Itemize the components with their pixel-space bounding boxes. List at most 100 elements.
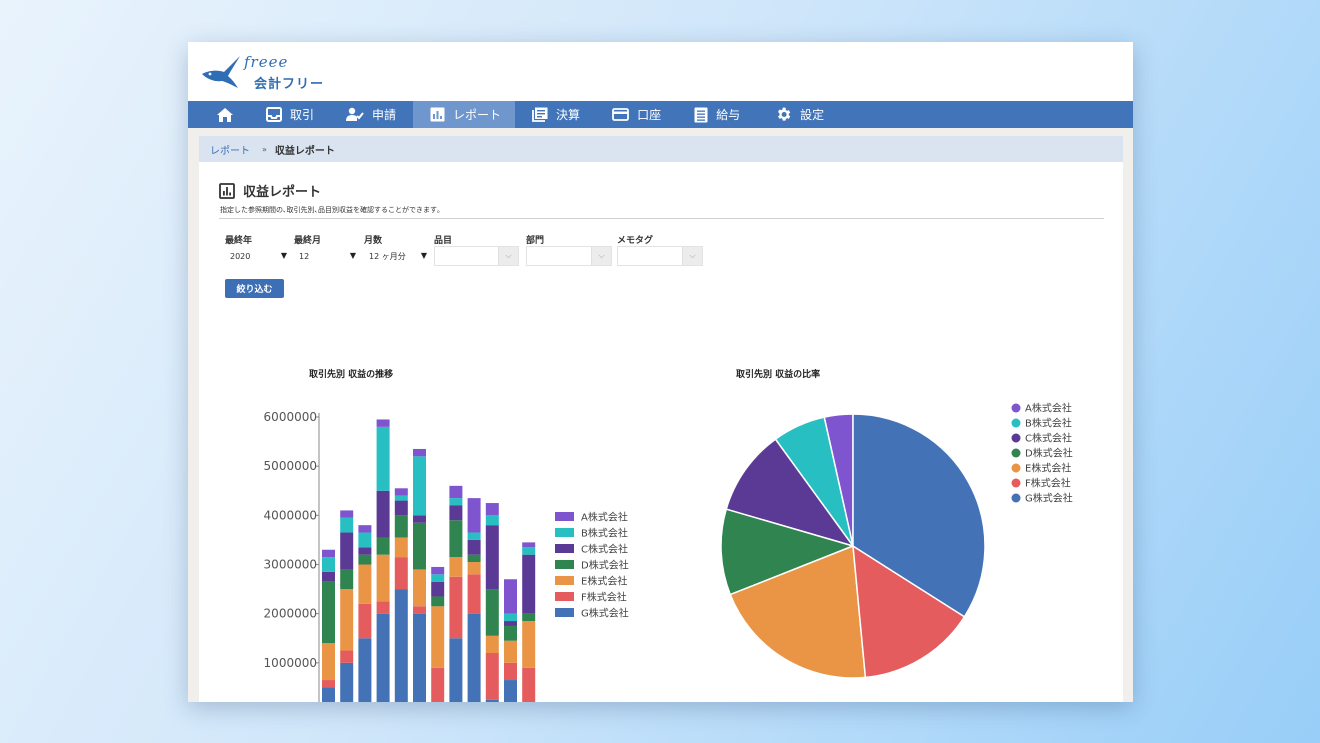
nav-reports-label: レポート — [453, 108, 502, 122]
inbox-icon — [266, 107, 282, 122]
item-select[interactable]: ⌵ — [434, 246, 519, 266]
breadcrumb-separator: » — [262, 144, 267, 154]
legend-label: B株式会社 — [1025, 417, 1072, 430]
dropdown-arrow-icon: ▼ — [349, 251, 356, 260]
bar-segment — [522, 542, 536, 548]
bar-segment — [504, 579, 517, 614]
nav-settings[interactable]: 設定 — [759, 101, 840, 128]
gear-icon — [778, 107, 791, 121]
bar-segment — [504, 640, 517, 663]
bar-segment — [322, 571, 335, 582]
freee-logo[interactable]: freee 会計フリー — [200, 50, 340, 94]
legend-label: D株式会社 — [581, 559, 629, 572]
nav-closing[interactable]: 決算 — [515, 101, 596, 128]
app-header: freee 会計フリー — [188, 42, 1133, 101]
bar-segment — [431, 667, 445, 702]
bar-segment — [376, 419, 390, 427]
legend-swatch — [555, 528, 574, 537]
chevron-down-icon[interactable]: ⌵ — [682, 247, 702, 265]
nav-home[interactable] — [188, 101, 254, 128]
nav-payroll-label: 給与 — [716, 108, 741, 122]
bar-segment — [522, 547, 536, 555]
swallow-logo-icon — [202, 56, 240, 88]
bar-segment — [449, 638, 463, 702]
bar-segment — [522, 554, 536, 614]
nav-reports[interactable]: レポート — [413, 101, 516, 128]
legend-dot — [1011, 403, 1021, 413]
bar-segment — [340, 510, 354, 518]
list-icon — [694, 107, 708, 122]
bar-segment — [485, 653, 499, 700]
month-select[interactable]: 12 ▼ — [294, 246, 358, 266]
nav-accounts[interactable]: 口座 — [596, 101, 677, 128]
legend-dot — [1011, 463, 1021, 473]
books-icon — [532, 107, 548, 122]
bar-segment — [413, 613, 426, 702]
legend-swatch — [555, 592, 574, 601]
y-tick-label: 3000000 — [264, 558, 317, 572]
bar-segment — [449, 498, 463, 506]
bar-segment — [485, 589, 499, 636]
bar-segment — [449, 505, 463, 521]
nav-requests-label: 申請 — [372, 108, 397, 122]
bar-segment — [340, 517, 354, 533]
bar-segment — [358, 532, 372, 548]
bar-segment — [358, 525, 372, 533]
legend-label: C株式会社 — [581, 543, 628, 556]
page-description: 指定した参照期間の､取引先別､品目別収益を確認することができます｡ — [220, 206, 441, 214]
filter-submit-button[interactable]: 絞り込む — [225, 279, 284, 298]
months-filter-label: 月数 — [364, 236, 383, 246]
bar-segment — [467, 498, 481, 533]
month-filter-label: 最終月 — [294, 236, 322, 246]
card-icon — [612, 108, 629, 121]
bar-segment — [413, 456, 426, 516]
bar-segment — [358, 547, 372, 555]
nav-closing-label: 決算 — [556, 108, 581, 122]
bar-segment — [394, 515, 408, 538]
legend-dot — [1011, 433, 1021, 443]
breadcrumb-reports-link[interactable]: レポート — [210, 145, 250, 157]
bar-segment — [431, 581, 445, 597]
pie-slice — [852, 544, 966, 679]
year-select[interactable]: 2020 ▼ — [225, 246, 289, 266]
legend-label: B株式会社 — [581, 527, 628, 540]
nav-settings-label: 設定 — [800, 108, 825, 122]
bar-chart-title: 取引先別 収益の推移 — [309, 370, 394, 380]
bar-segment — [340, 569, 354, 590]
legend-label: A株式会社 — [1025, 402, 1072, 415]
bar-segment — [467, 613, 481, 702]
logo-wordmark: freee — [244, 53, 289, 71]
bar-segment — [431, 574, 445, 582]
pie-chart: A株式会社 B株式会社 C株式会社 D株式会社 E株式会社 F株式会社 G株式会社 — [720, 402, 1073, 679]
department-select[interactable]: ⌵ — [526, 246, 612, 266]
nav-accounts-label: 口座 — [637, 108, 662, 122]
bar-segment — [340, 589, 354, 651]
y-tick-label: 5000000 — [264, 459, 317, 473]
bar-segment — [358, 638, 372, 702]
chevron-down-icon[interactable]: ⌵ — [591, 247, 611, 265]
bar-segment — [485, 635, 499, 653]
bar-segment — [376, 426, 390, 491]
bar-segment — [394, 537, 408, 558]
pie-slice — [720, 508, 856, 596]
bar-segment — [431, 566, 445, 575]
chevron-down-icon[interactable]: ⌵ — [498, 247, 518, 265]
bar-segment — [431, 606, 445, 668]
bar-segment — [522, 667, 536, 702]
nav-transactions[interactable]: 取引 — [254, 101, 332, 128]
y-tick-label: 6000000 — [264, 410, 317, 424]
legend-label: E株式会社 — [1025, 462, 1071, 475]
bar-segment — [358, 564, 372, 604]
months-select[interactable]: 12 ヶ月分 ▼ — [364, 246, 429, 266]
bar-segment — [376, 613, 390, 702]
bar-segment — [413, 606, 426, 614]
nav-requests[interactable]: 申請 — [332, 101, 413, 128]
main-nav: 取引 申請 レポート — [188, 101, 1133, 128]
y-tick-label: 4000000 — [264, 508, 317, 522]
bar-segment — [340, 532, 354, 570]
item-filter-label: 品目 — [434, 236, 453, 246]
nav-payroll[interactable]: 給与 — [677, 101, 759, 128]
bar-segment — [485, 699, 499, 702]
bar-segment — [413, 522, 426, 570]
memo-tag-select[interactable]: ⌵ — [617, 246, 703, 266]
